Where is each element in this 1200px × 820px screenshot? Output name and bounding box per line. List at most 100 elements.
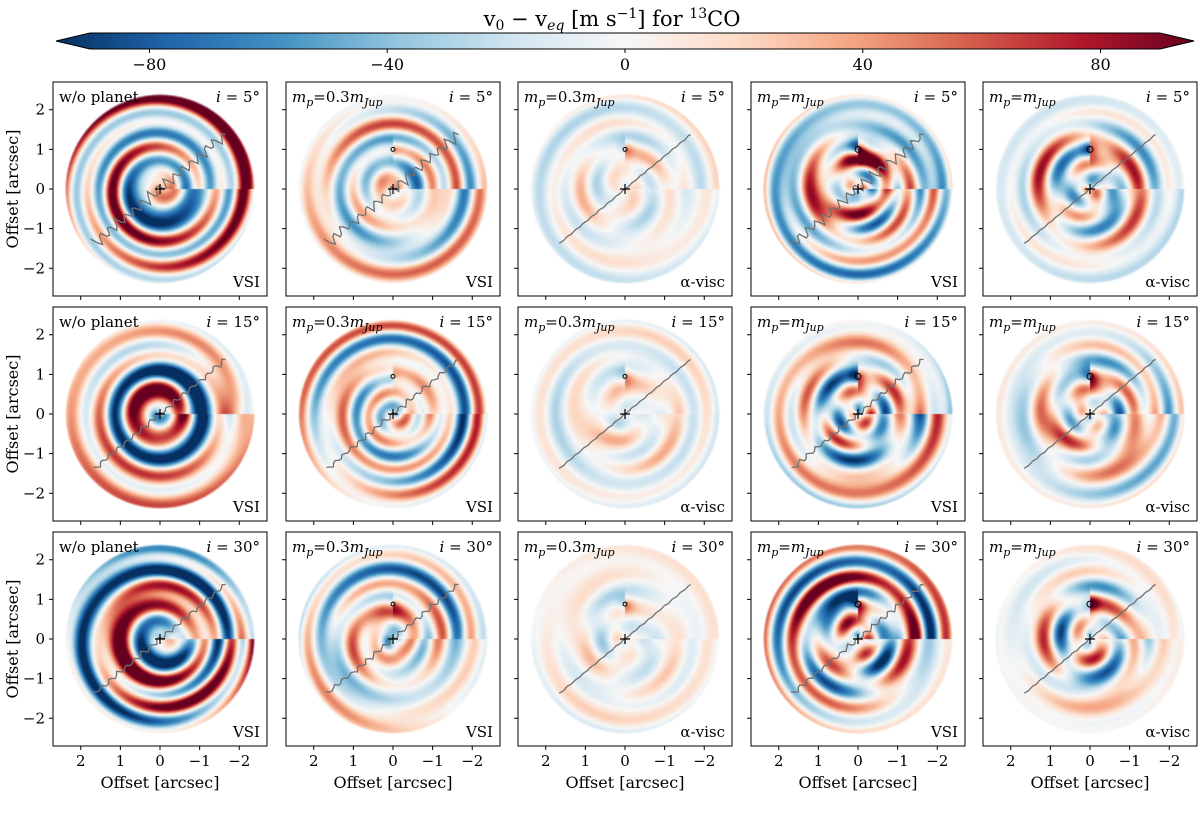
star-marker <box>388 184 398 194</box>
panel-inclination-label: i = 5° <box>681 88 725 106</box>
planet-marker <box>1086 372 1094 380</box>
colorbar-tick-label: 80 <box>1090 55 1110 74</box>
star-marker <box>155 634 165 644</box>
panel-inclination-label: i = 15° <box>439 313 493 331</box>
y-tick-label: 0 <box>35 405 45 423</box>
panel-model-label: mp=0.3mJup <box>524 538 615 559</box>
panel-viscosity-label: VSI <box>930 498 958 516</box>
panel-inclination-label: i = 15° <box>904 313 958 331</box>
panel-model-label: mp=0.3mJup <box>524 313 615 334</box>
line-of-nodes <box>90 132 226 246</box>
panel-model-label: mp=mJup <box>757 313 824 334</box>
panel-viscosity-label: VSI <box>465 273 493 291</box>
star-marker <box>853 409 863 419</box>
y-tick-label: −1 <box>23 445 45 463</box>
star-marker <box>155 184 165 194</box>
panel: mp=0.3mJup i = 30° α-visc 2 1 0 −1 −2 <box>514 531 733 770</box>
panel-inclination-label: i = 30° <box>671 538 725 556</box>
star-marker <box>853 634 863 644</box>
panel-inclination-label: i = 5° <box>216 88 260 106</box>
panel: w/o planet i = 30° VSI 2 1 0 −1 −2 2 1 0 −1 −2 <box>23 531 268 770</box>
panel-model-label: w/o planet <box>59 88 139 106</box>
planet-marker <box>1086 600 1094 608</box>
star-marker <box>853 184 863 194</box>
star-marker <box>155 409 165 419</box>
x-tick-label: −1 <box>1119 752 1141 770</box>
panel-model-label: mp=mJup <box>757 538 824 559</box>
line-of-nodes <box>93 358 226 469</box>
panel: mp=mJup i = 30° VSI 2 1 0 −1 −2 <box>747 531 966 770</box>
panel-viscosity-label: VSI <box>465 498 493 516</box>
y-tick-label: 2 <box>35 101 45 119</box>
panel-inclination-label: i = 5° <box>449 88 493 106</box>
planet-marker <box>622 146 628 152</box>
x-tick-label: −2 <box>1158 752 1180 770</box>
panel: w/o planet i = 5° VSI 2 1 0 −1 −2 <box>23 81 268 300</box>
planet-marker <box>622 601 628 607</box>
y-tick-label: −1 <box>23 670 45 688</box>
panel-viscosity-label: VSI <box>930 723 958 741</box>
panel-viscosity-label: VSI <box>232 723 260 741</box>
panel-grid: w/o planet i = 5° VSI 2 1 0 −1 −2 mp=0.3mJup i = … <box>23 81 1198 770</box>
panel-viscosity-label: α-visc <box>680 273 725 291</box>
panel-viscosity-label: VSI <box>930 273 958 291</box>
x-tick-label: 0 <box>155 752 165 770</box>
colorbar-tick-label: −80 <box>133 55 167 74</box>
star-marker <box>620 184 630 194</box>
planet-marker <box>854 145 862 153</box>
panel-viscosity-label: α-visc <box>1145 723 1190 741</box>
planet-marker <box>1086 145 1094 153</box>
x-tick-label: 0 <box>1085 752 1095 770</box>
y-axis-label: Offset [arcsec] <box>3 130 22 249</box>
line-of-nodes <box>92 583 226 693</box>
x-axis-label: Offset [arcsec] <box>101 773 220 792</box>
x-tick-label: 1 <box>814 752 824 770</box>
star-marker <box>1085 184 1095 194</box>
panel: mp=mJup i = 15° α-visc <box>979 306 1198 525</box>
colorbar-tick-label: 40 <box>853 55 873 74</box>
y-tick-label: 2 <box>35 551 45 569</box>
panel-inclination-label: i = 30° <box>904 538 958 556</box>
panel-inclination-label: i = 30° <box>206 538 260 556</box>
x-tick-label: −2 <box>228 752 250 770</box>
line-of-nodes <box>788 133 924 245</box>
panel: mp=0.3mJup i = 15° α-visc <box>514 306 733 525</box>
x-axis-label: Offset [arcsec] <box>1031 773 1150 792</box>
panel-viscosity-label: α-visc <box>1145 498 1190 516</box>
x-tick-label: 1 <box>581 752 591 770</box>
x-tick-label: 1 <box>349 752 359 770</box>
colorbar: −80 −40 0 40 80 <box>55 32 1195 74</box>
line-of-nodes <box>323 131 459 246</box>
colorbar-tick-label: −40 <box>370 55 404 74</box>
panel: mp=mJup i = 5° α-visc <box>979 81 1198 300</box>
line-of-nodes <box>326 358 459 469</box>
y-tick-label: −2 <box>23 709 45 727</box>
panel-model-label: mp=0.3mJup <box>524 88 615 109</box>
y-axis-label: Offset [arcsec] <box>3 580 22 699</box>
planet-marker <box>854 600 862 608</box>
planet-marker <box>622 373 628 379</box>
star-marker <box>388 634 398 644</box>
y-tick-label: 1 <box>35 590 45 608</box>
x-tick-label: 0 <box>853 752 863 770</box>
x-tick-label: 0 <box>620 752 630 770</box>
panel-viscosity-label: VSI <box>465 723 493 741</box>
y-tick-label: 2 <box>35 326 45 344</box>
line-of-nodes <box>325 583 459 693</box>
x-tick-label: −1 <box>654 752 676 770</box>
panel-viscosity-label: α-visc <box>680 498 725 516</box>
panel-inclination-label: i = 15° <box>206 313 260 331</box>
colorbar-tick-label: 0 <box>620 55 630 74</box>
panel-model-label: mp=0.3mJup <box>292 538 383 559</box>
x-tick-label: 2 <box>774 752 784 770</box>
panel-viscosity-label: VSI <box>232 498 260 516</box>
panel: w/o planet i = 15° VSI 2 1 0 −1 −2 <box>23 306 268 525</box>
colorbar-bar <box>55 32 1195 50</box>
x-tick-label: −1 <box>189 752 211 770</box>
panel-inclination-label: i = 5° <box>1146 88 1190 106</box>
star-marker <box>388 409 398 419</box>
x-tick-label: 1 <box>116 752 126 770</box>
x-tick-label: 0 <box>388 752 398 770</box>
axis-labels: Offset [arcsec] Offset [arcsec] Offset [ar… <box>3 130 1149 792</box>
